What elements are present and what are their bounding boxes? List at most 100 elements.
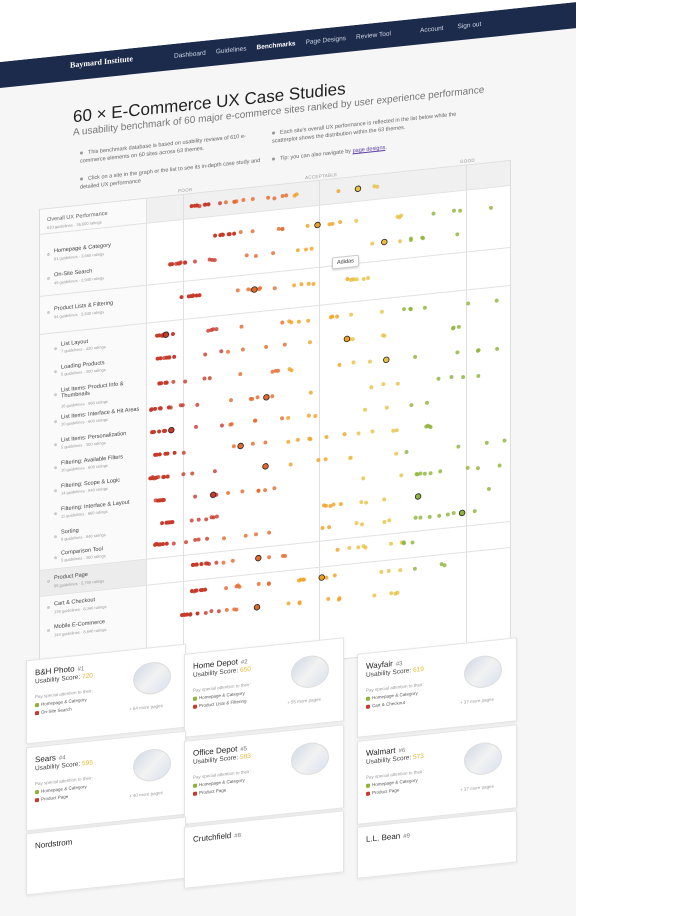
- scatter-dot[interactable]: [338, 220, 343, 225]
- scatter-dot[interactable]: [354, 218, 359, 223]
- scatter-dot[interactable]: [226, 490, 231, 495]
- scatter-dot[interactable]: [338, 502, 343, 507]
- scatter-dot[interactable]: [205, 561, 210, 566]
- scatter-dot[interactable]: [157, 381, 162, 386]
- scatter-dot[interactable]: [153, 542, 158, 547]
- scatter-dot[interactable]: [230, 558, 235, 563]
- scatter-dot[interactable]: [354, 277, 359, 282]
- scatter-dot[interactable]: [401, 540, 406, 545]
- scatter-dot[interactable]: [180, 403, 185, 408]
- scatter-dot[interactable]: [272, 196, 277, 201]
- highlighted-site-dot[interactable]: [262, 463, 269, 470]
- scatter-dot[interactable]: [336, 189, 341, 194]
- page-designs-link[interactable]: page designs: [352, 144, 386, 155]
- scatter-dot[interactable]: [209, 609, 214, 614]
- scatter-dot[interactable]: [452, 208, 456, 213]
- scatter-dot[interactable]: [361, 544, 366, 549]
- scatter-dot[interactable]: [183, 379, 188, 384]
- scatter-dot[interactable]: [216, 609, 221, 614]
- scatter-dot[interactable]: [214, 514, 219, 519]
- scatter-dot[interactable]: [214, 560, 219, 565]
- scatter-dot[interactable]: [149, 407, 154, 412]
- scatter-dot[interactable]: [193, 588, 198, 593]
- site-screenshot-thumbnail[interactable]: [133, 747, 171, 784]
- scatter-dot[interactable]: [203, 202, 208, 207]
- scatter-dot[interactable]: [177, 261, 181, 266]
- scatter-dot[interactable]: [184, 540, 188, 545]
- scatter-dot[interactable]: [369, 385, 374, 390]
- scatter-dot[interactable]: [299, 282, 304, 287]
- scatter-dot[interactable]: [250, 196, 255, 202]
- scatter-dot[interactable]: [160, 521, 165, 526]
- scatter-dot[interactable]: [263, 488, 268, 493]
- site-card[interactable]: B&H Photo #1 Usability Score: 720 Pay spe…: [26, 643, 186, 745]
- scatter-dot[interactable]: [307, 436, 312, 441]
- scatter-dot[interactable]: [229, 422, 234, 427]
- scatter-dot[interactable]: [203, 352, 208, 357]
- scatter-dot[interactable]: [391, 428, 396, 433]
- scatter-dot[interactable]: [428, 471, 433, 476]
- scatter-dot[interactable]: [207, 257, 212, 262]
- card-more-pages[interactable]: + 55 more pages: [287, 696, 321, 706]
- highlighted-site-dot[interactable]: [314, 221, 321, 229]
- highlighted-site-dot[interactable]: [318, 574, 325, 581]
- scatter-dot[interactable]: [438, 469, 443, 474]
- scatter-dot[interactable]: [476, 373, 481, 378]
- scatter-dot[interactable]: [172, 354, 177, 359]
- scatter-dot[interactable]: [207, 376, 212, 381]
- scatter-dot[interactable]: [422, 305, 427, 310]
- scatter-dot[interactable]: [394, 428, 399, 433]
- scatter-dot[interactable]: [276, 368, 281, 373]
- scatter-dot[interactable]: [308, 340, 312, 345]
- scatter-dot[interactable]: [359, 500, 364, 505]
- scatter-dot[interactable]: [311, 281, 316, 287]
- scatter-dot[interactable]: [231, 444, 236, 449]
- scatter-dot[interactable]: [229, 398, 233, 403]
- scatter-dot[interactable]: [394, 451, 399, 456]
- scatter-dot[interactable]: [306, 281, 311, 286]
- scatter-dot[interactable]: [158, 356, 163, 361]
- scatter-dot[interactable]: [154, 475, 159, 480]
- scatter-dot[interactable]: [157, 429, 162, 434]
- scatter-dot[interactable]: [439, 562, 444, 567]
- scatter-dot[interactable]: [222, 536, 226, 541]
- scatter-dot[interactable]: [155, 356, 160, 361]
- scatter-dot[interactable]: [266, 581, 271, 586]
- scatter-dot[interactable]: [157, 542, 162, 547]
- scatter-dot[interactable]: [206, 328, 211, 333]
- scatter-dot[interactable]: [220, 423, 224, 428]
- scatter-dot[interactable]: [255, 395, 260, 400]
- scatter-dot[interactable]: [327, 525, 332, 530]
- scatter-dot[interactable]: [196, 517, 201, 522]
- scatter-dot[interactable]: [194, 293, 199, 298]
- scatter-dot[interactable]: [494, 298, 499, 303]
- scatter-dot[interactable]: [431, 211, 436, 216]
- scatter-dot[interactable]: [402, 307, 406, 312]
- nav-link-benchmarks[interactable]: Benchmarks: [256, 40, 296, 52]
- scatter-dot[interactable]: [458, 208, 463, 213]
- scatter-dot[interactable]: [206, 202, 211, 207]
- nav-link-review-tool[interactable]: Review Tool: [356, 30, 391, 41]
- scatter-dot[interactable]: [240, 347, 245, 352]
- scatter-dot[interactable]: [267, 530, 272, 535]
- scatter-dot[interactable]: [158, 406, 163, 411]
- scatter-dot[interactable]: [323, 457, 328, 462]
- scatter-dot[interactable]: [384, 405, 389, 410]
- scatter-dot[interactable]: [413, 515, 418, 520]
- scatter-dot[interactable]: [382, 497, 387, 502]
- scatter-dot[interactable]: [398, 568, 403, 573]
- scatter-dot[interactable]: [238, 230, 243, 235]
- scatter-dot[interactable]: [322, 503, 326, 508]
- scatter-dot[interactable]: [289, 320, 294, 325]
- scatter-dot[interactable]: [183, 260, 188, 265]
- site-card[interactable]: Walmart #6 Usability Score: 573 Pay speci…: [357, 724, 517, 825]
- card-more-pages[interactable]: + 64 more pages: [129, 703, 163, 712]
- scatter-dot[interactable]: [387, 518, 392, 523]
- scatter-dot[interactable]: [197, 293, 202, 298]
- scatter-dot[interactable]: [304, 247, 308, 252]
- scatter-dot[interactable]: [250, 229, 255, 234]
- scatter-dot[interactable]: [153, 452, 158, 457]
- scatter-dot[interactable]: [292, 283, 297, 288]
- site-card[interactable]: Home Depot #2 Usability Score: 650 Pay sp…: [184, 637, 344, 738]
- scatter-dot[interactable]: [153, 406, 158, 411]
